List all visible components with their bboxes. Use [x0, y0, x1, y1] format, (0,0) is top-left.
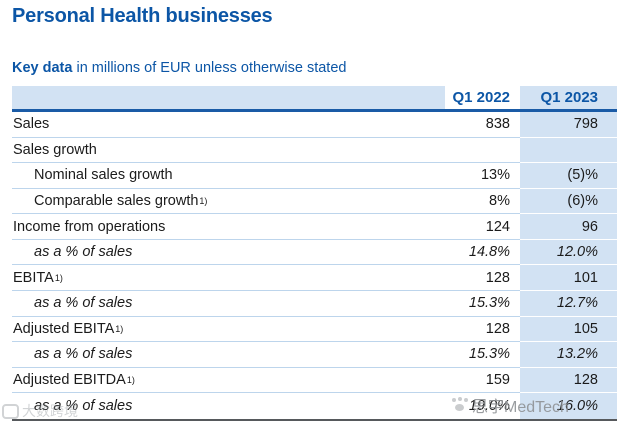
table-header-row: Q1 2022 Q1 2023 — [12, 86, 617, 112]
value-q1-2022 — [445, 138, 520, 164]
table-rows: Sales 838 798 Sales growth Nominal sales gro… — [12, 112, 617, 421]
watermark-bottom-left: 大数跨境 — [2, 401, 78, 421]
value-q1-2023: 13.2% — [520, 342, 617, 368]
header-spacer — [12, 86, 445, 109]
paw-icon — [451, 397, 468, 413]
row-label: EBITA 1) — [12, 265, 445, 292]
row-label: Adjusted EBITDA 1) — [12, 368, 445, 394]
watermark-logo-icon — [2, 403, 19, 419]
value-q1-2022: 8% — [445, 189, 520, 215]
value-q1-2022: 19.0% — [468, 398, 510, 415]
value-q1-2022: 838 — [445, 112, 520, 138]
table-row: Comparable sales growth 1) 8% (6)% — [12, 188, 617, 215]
row-label: Adjusted EBITA 1) — [12, 317, 445, 343]
table-row: EBITA 1) 128 101 — [12, 265, 617, 292]
subtitle-units: in millions of EUR unless otherwise stat… — [72, 60, 347, 76]
column-header-q1-2022: Q1 2022 — [445, 86, 520, 109]
row-label: as a % of sales — [12, 342, 445, 368]
table-row: Income from operations 124 96 — [12, 214, 617, 240]
table-row: Nominal sales growth 13% (5)% — [12, 163, 617, 189]
row-label: as a % of sales — [12, 291, 445, 317]
table-row: as a % of sales 14.8% 12.0% — [12, 239, 617, 266]
value-q1-2023: 101 — [520, 265, 617, 292]
value-q1-2023 — [520, 137, 617, 164]
row-label: Sales — [12, 112, 445, 138]
table-row: as a % of sales 15.3% 13.2% — [12, 342, 617, 368]
value-q1-2022: 159 — [445, 368, 520, 394]
value-q1-2023: 128 — [520, 367, 617, 394]
watermark-bottom-left-text: 大数跨境 — [22, 403, 78, 419]
value-q1-2022: 124 — [445, 214, 520, 240]
table-row: as a % of sales 15.3% 12.7% — [12, 291, 617, 317]
value-q1-2022: 15.3% — [445, 291, 520, 317]
row-label: as a % of sales — [34, 398, 133, 415]
subtitle-key-data: Key data — [12, 60, 73, 76]
table-row: as a % of sales 19.0% 16.0% — [12, 393, 617, 419]
page-title: Personal Health businesses — [12, 5, 273, 27]
table-subtitle: Key data in millions of EUR unless other… — [12, 60, 346, 76]
row-label: Comparable sales growth 1) — [12, 189, 445, 215]
row-label: Sales growth — [12, 138, 445, 164]
value-q1-2023: (5)% — [520, 163, 617, 189]
value-q1-2023: 12.0% — [520, 239, 617, 266]
table-row: Sales 838 798 — [12, 112, 617, 138]
row-label: Income from operations — [12, 214, 445, 240]
watermark-medtech-text: 思宇MedTech — [472, 399, 569, 416]
column-header-q1-2023: Q1 2023 — [520, 86, 617, 109]
value-q1-2022: 13% — [445, 163, 520, 189]
value-q1-2023: (6)% — [520, 188, 617, 215]
key-data-table: Q1 2022 Q1 2023 Sales 838 798 Sales growth N… — [12, 86, 617, 421]
value-q1-2023: 12.7% — [520, 291, 617, 317]
value-q1-2022: 14.8% — [445, 240, 520, 266]
table-row: Adjusted EBITA 1) 128 105 — [12, 316, 617, 343]
row-label: as a % of sales — [12, 240, 445, 266]
value-q1-2022: 128 — [445, 265, 520, 292]
value-q1-2022: 15.3% — [445, 342, 520, 368]
value-q1-2022: 128 — [445, 317, 520, 343]
table-row: Sales growth — [12, 137, 617, 164]
value-q1-2023: 105 — [520, 316, 617, 343]
value-q1-2023: 16.0% — [520, 393, 617, 419]
row-label: Nominal sales growth — [12, 163, 445, 189]
value-q1-2023: 798 — [520, 112, 617, 138]
watermark-medtech: 思宇MedTech — [451, 393, 569, 417]
value-q1-2023: 96 — [520, 214, 617, 240]
table-row: Adjusted EBITDA 1) 159 128 — [12, 367, 617, 394]
